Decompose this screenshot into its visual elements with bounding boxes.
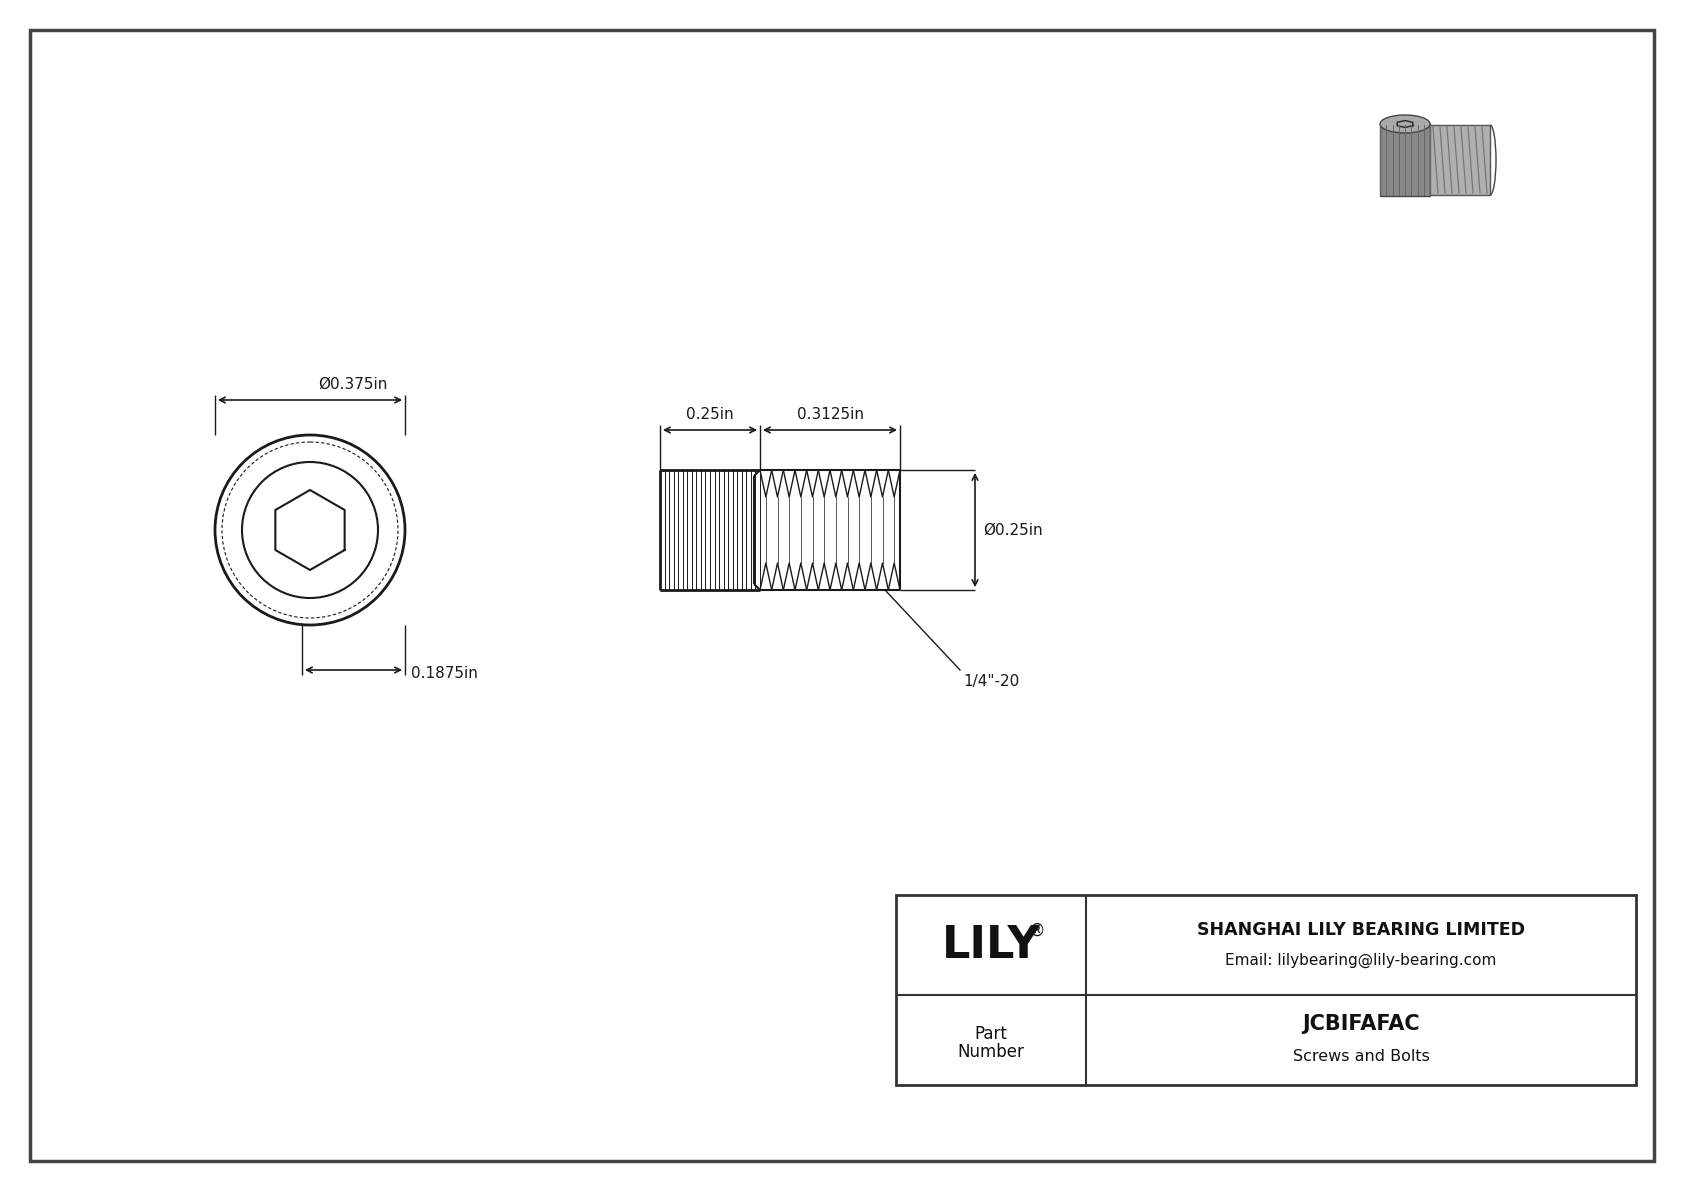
Text: 0.1875in: 0.1875in [411, 667, 478, 681]
Text: LILY: LILY [941, 923, 1041, 967]
Text: ®: ® [1029, 922, 1046, 940]
Text: Ø0.375in: Ø0.375in [318, 378, 387, 392]
Text: 1/4"-20: 1/4"-20 [963, 674, 1019, 690]
Ellipse shape [1379, 116, 1430, 133]
Text: SHANGHAI LILY BEARING LIMITED: SHANGHAI LILY BEARING LIMITED [1197, 921, 1526, 939]
Text: Part: Part [975, 1025, 1007, 1043]
Text: Ø0.25in: Ø0.25in [983, 523, 1042, 537]
Bar [1379, 124, 1430, 197]
Bar [896, 894, 1635, 1085]
Text: 0.3125in: 0.3125in [797, 407, 864, 422]
Bar [1430, 125, 1490, 195]
Text: Number: Number [958, 1043, 1024, 1061]
Text: Screws and Bolts: Screws and Bolts [1293, 1049, 1430, 1064]
Text: 0.25in: 0.25in [685, 407, 734, 422]
Text: JCBIFAFAC: JCBIFAFAC [1302, 1014, 1420, 1034]
Text: Email: lilybearing@lily-bearing.com: Email: lilybearing@lily-bearing.com [1226, 953, 1497, 967]
